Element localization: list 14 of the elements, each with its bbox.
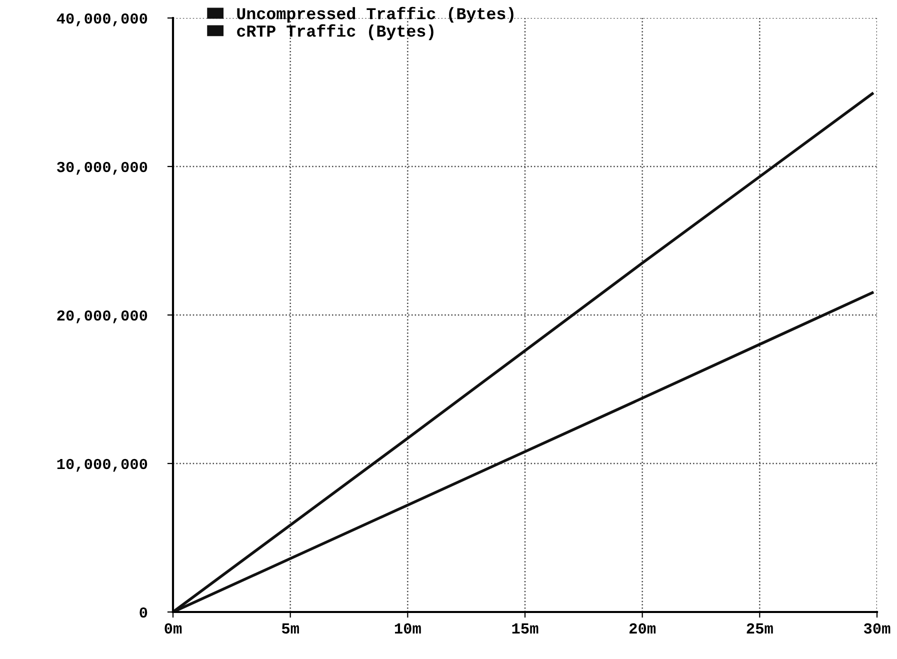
legend-label: cRTP Traffic (Bytes) (237, 24, 434, 40)
x-tick-label: 0m (164, 623, 182, 634)
x-tick-label: 5m (282, 623, 299, 634)
y-tick-label: 20,000,000 (57, 310, 148, 324)
x-tick-label: 30m (864, 623, 890, 634)
x-tick-label: 20m (629, 623, 656, 634)
legend-label: Uncompressed Traffic (Bytes) (237, 6, 514, 23)
y-tick-label: 0 (140, 607, 148, 618)
y-tick-label: 10,000,000 (57, 458, 148, 472)
y-tick-label: 30,000,000 (57, 162, 148, 175)
x-tick-label: 10m (394, 623, 421, 634)
x-tick-label: 15m (512, 623, 538, 634)
x-tick-label: 25m (746, 623, 773, 634)
y-tick-label: 40,000,000 (56, 13, 148, 26)
